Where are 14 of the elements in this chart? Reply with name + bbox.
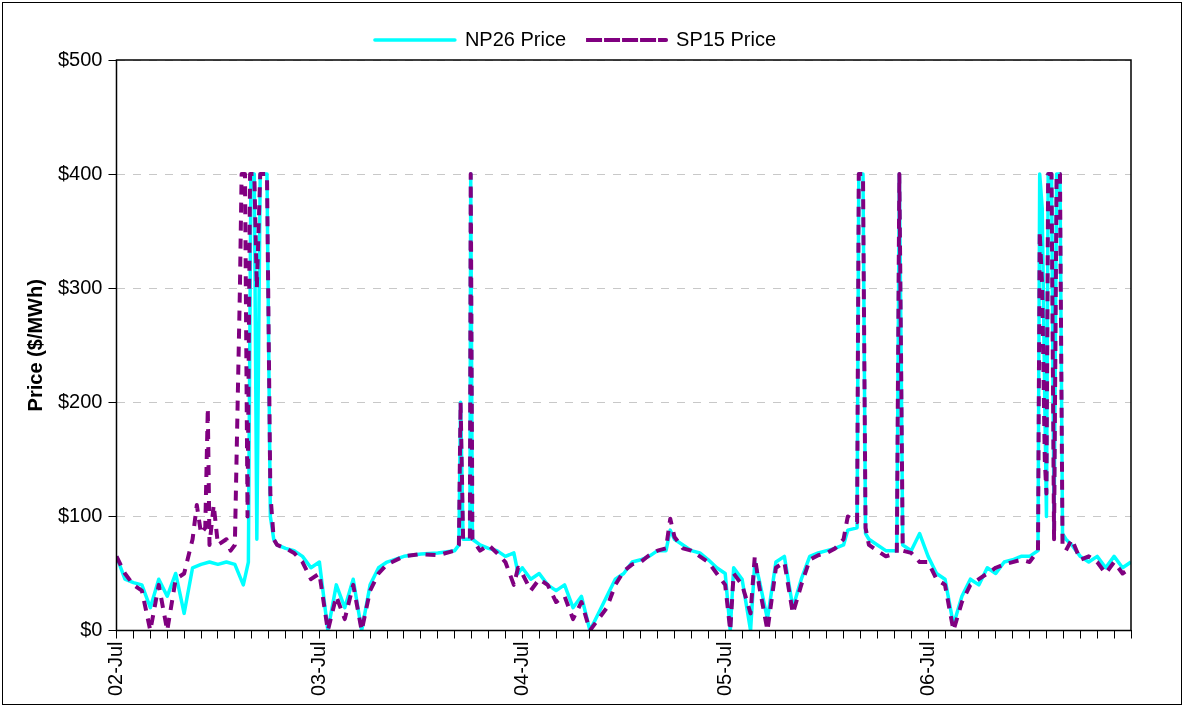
x-tick-label: 03-Jul [306, 641, 329, 697]
legend-label: SP15 Price [676, 27, 777, 50]
y-tick-label: $500 [57, 47, 103, 70]
y-tick-label: $200 [57, 389, 103, 412]
y-tick-label: $100 [57, 503, 103, 526]
x-tick-label: 05-Jul [712, 641, 735, 697]
y-tick-label: $300 [57, 275, 103, 298]
y-axis-title: Price ($/MWh) [23, 279, 46, 412]
x-tick-label: 02-Jul [104, 641, 127, 697]
y-tick-label: $0 [80, 618, 103, 641]
y-tick-label: $400 [57, 161, 103, 184]
x-tick-label: 06-Jul [915, 641, 938, 697]
x-tick-label: 04-Jul [509, 641, 532, 697]
legend-label: NP26 Price [464, 27, 567, 50]
